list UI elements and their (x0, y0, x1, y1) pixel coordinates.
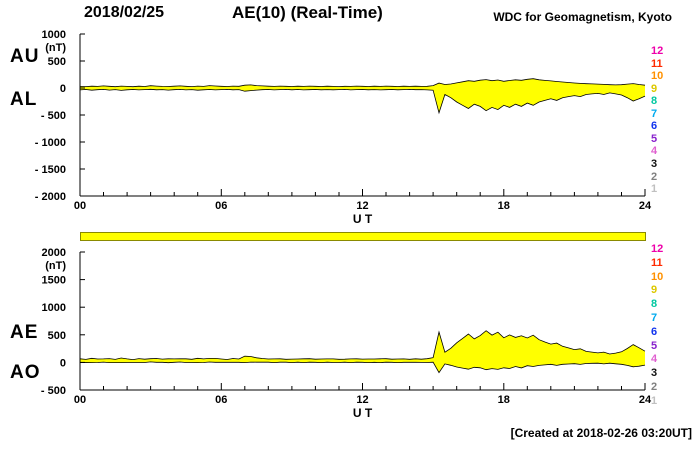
station-count-7: 7 (651, 312, 658, 324)
y-tick-label: 500 (48, 56, 66, 68)
station-count-5: 5 (651, 339, 658, 352)
ae-axis-label: AE (10, 322, 39, 343)
station-count-8: 8 (651, 95, 658, 108)
x-tick-label: 06 (215, 200, 227, 212)
y-tick-label: 2000 (42, 247, 66, 259)
y-tick-label: - 1000 (35, 137, 66, 149)
al-trace (79, 88, 646, 115)
station-count-legend-bottom: 12 11 10 9 8 7 6 5 4 3 2 1 (651, 244, 677, 410)
station-count-6: 6 (651, 120, 658, 133)
y-tick-label: 0 (60, 357, 66, 369)
station-count-4: 4 (651, 145, 658, 158)
station-count-9: 9 (651, 82, 658, 95)
station-count-7: 7 (651, 107, 658, 120)
au-trace (79, 78, 646, 88)
station-count-10: 10 (651, 270, 664, 283)
station-count-legend-top: 12 11 10 9 8 7 6 5 4 3 2 1 (651, 46, 677, 198)
x-axis-title: U T (353, 212, 373, 226)
station-count-2: 2 (651, 381, 658, 393)
al-axis-label: AL (10, 89, 38, 110)
station-count-2: 2 (651, 170, 658, 183)
station-count-10: 10 (651, 70, 664, 83)
y-tick-label: - 2000 (35, 191, 66, 203)
y-tick-label: 500 (48, 330, 66, 342)
series-fill-au-al (80, 78, 645, 113)
station-count-5: 5 (651, 132, 658, 145)
y-tick-label: 1000 (42, 29, 66, 41)
series-fill-ae-ao (80, 330, 645, 373)
station-count-1: 1 (651, 183, 658, 196)
ae-trace (79, 330, 646, 361)
station-count-12: 12 (651, 45, 664, 57)
au-axis-label: AU (10, 46, 40, 67)
created-timestamp: [Created at 2018-02-26 03:20UT] (510, 426, 692, 440)
x-tick-label: 00 (74, 394, 86, 406)
x-tick-label: 00 (74, 200, 86, 212)
x-tick-label: 18 (498, 394, 510, 406)
y-tick-label: 0 (60, 83, 66, 95)
source-credit: WDC for Geomagnetism, Kyoto (493, 10, 672, 24)
station-count-11: 11 (651, 57, 663, 70)
station-count-9: 9 (651, 284, 658, 297)
x-tick-label: 06 (215, 394, 227, 406)
station-count-6: 6 (651, 325, 658, 338)
ao-trace (79, 361, 646, 374)
station-count-3: 3 (651, 367, 658, 380)
plot-date: 2018/02/25 (84, 4, 165, 21)
plot-title: AE(10) (Real-Time) (232, 3, 383, 22)
x-tick-label: 24 (639, 394, 652, 406)
x-tick-label: 18 (498, 200, 510, 212)
y-tick-label: - 500 (41, 110, 66, 122)
station-count-8: 8 (651, 298, 658, 311)
ao-axis-label: AO (10, 362, 41, 383)
x-tick-label: 12 (356, 200, 368, 212)
station-count-11: 11 (651, 256, 663, 269)
station-count-1: 1 (651, 394, 658, 407)
y-tick-label: - 500 (41, 385, 66, 397)
x-tick-label: 12 (356, 394, 368, 406)
station-count-12: 12 (651, 243, 664, 255)
station-count-3: 3 (651, 158, 658, 170)
y-tick-label: 1500 (42, 275, 66, 287)
y-unit-label: (nT) (45, 260, 66, 272)
y-tick-label: 1000 (42, 302, 66, 314)
y-tick-label: - 1500 (35, 164, 66, 176)
station-count-4: 4 (651, 353, 658, 366)
x-tick-label: 24 (639, 200, 652, 212)
y-unit-label: (nT) (45, 42, 66, 54)
x-axis-title: U T (353, 406, 373, 420)
station-availability-bar (80, 232, 646, 241)
